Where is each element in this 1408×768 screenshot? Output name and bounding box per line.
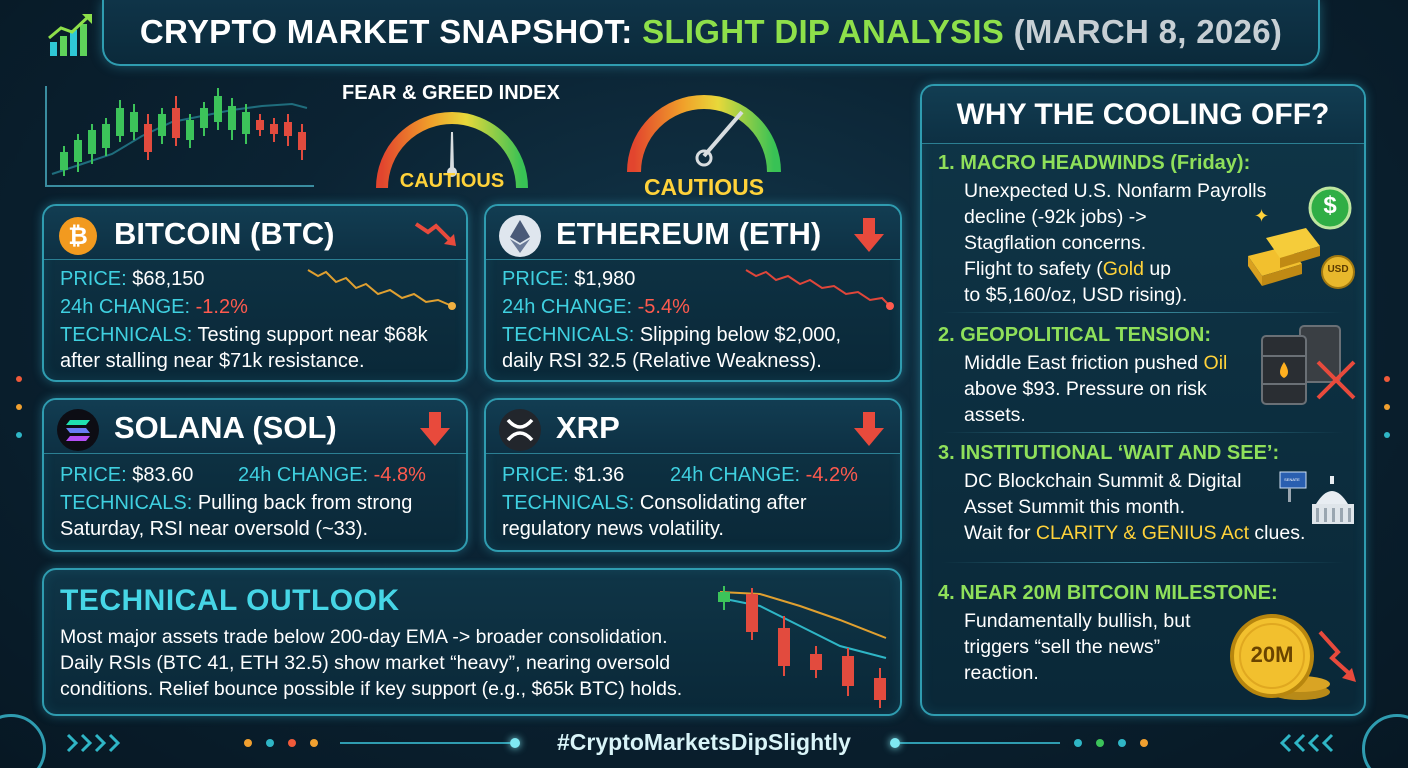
- svg-text:✦: ✦: [1254, 206, 1269, 227]
- arrow-down-icon: [852, 410, 886, 448]
- page-title: CRYPTO MARKET SNAPSHOT: SLIGHT DIP ANALY…: [102, 0, 1320, 66]
- xrp-price: $1.36: [574, 464, 625, 486]
- outlook-heading: TECHNICAL OUTLOOK: [60, 584, 400, 617]
- solana-card: SOLANA (SOL) PRICE: $83.60 24h CHANGE: -…: [42, 398, 468, 552]
- coin-20m-label: 20M: [1250, 642, 1294, 667]
- hashtag: #CryptoMarketsDipSlightly: [557, 729, 851, 755]
- bitcoin-change: -1.2%: [195, 296, 248, 318]
- bitcoin-technicals-row: TECHNICALS: Testing support near $68k: [60, 324, 428, 346]
- ethereum-icon: [498, 214, 542, 258]
- outlook-line2: Daily RSIs (BTC 41, ETH 32.5) show marke…: [60, 652, 671, 674]
- xrp-technicals-line2: regulatory news volatility.: [502, 518, 724, 540]
- title-part2: SLIGHT DIP ANALYSIS: [642, 13, 1005, 50]
- bitcoin-sparkline: [306, 264, 456, 314]
- xrp-change: -4.2%: [805, 464, 858, 486]
- ethereum-technicals-row: TECHNICALS: Slipping below $2,000,: [502, 324, 842, 346]
- trend-down-icon: [414, 220, 458, 250]
- footer-chevrons-right: [1266, 732, 1336, 754]
- outlook-line1: Most major assets trade below 200-day EM…: [60, 626, 668, 648]
- ethereum-change: -5.4%: [637, 296, 690, 318]
- gold-coin-20m-icon: [1228, 612, 1360, 704]
- title-part3: (MARCH 8, 2026): [1013, 13, 1283, 50]
- why-cooling-panel: WHY THE COOLING OFF? 1. MACRO HEADWINDS …: [920, 84, 1366, 716]
- xrp-technicals-row: TECHNICALS: Consolidating after: [502, 492, 807, 514]
- why-item2-heading: 2. GEOPOLITICAL TENSION:: [938, 324, 1211, 346]
- decorative-downtrend-chart: [710, 576, 894, 710]
- why-item1-heading: 1. MACRO HEADWINDS (Friday):: [938, 152, 1251, 174]
- svg-text:₿: ₿: [68, 222, 88, 250]
- title-part1: CRYPTO MARKET SNAPSHOT:: [139, 13, 633, 50]
- outlook-line3: conditions. Relief bounce possible if ke…: [60, 678, 683, 700]
- solana-change: -4.8%: [373, 464, 426, 486]
- senate-sign-label: SENATE: [1284, 477, 1300, 482]
- technical-outlook-card: TECHNICAL OUTLOOK Most major assets trad…: [42, 568, 902, 716]
- bitcoin-card: ₿ BITCOIN (BTC) PRICE: $68,150 24h CHANG…: [42, 204, 468, 382]
- solana-technicals-row: TECHNICALS: Pulling back from strong: [60, 492, 413, 514]
- xrp-price-row: PRICE: $1.36: [502, 464, 625, 486]
- why-item4-heading: 4. NEAR 20M BITCOIN MILESTONE:: [938, 582, 1278, 604]
- gauge-small-status: CAUTIOUS: [399, 170, 505, 192]
- solana-icon: [56, 408, 100, 452]
- corner-ring-left: [0, 714, 46, 768]
- bitcoin-icon: ₿: [58, 216, 98, 256]
- gauge-large-status: CAUTIOUS: [643, 174, 765, 200]
- bitcoin-name: BITCOIN (BTC): [114, 216, 335, 251]
- corner-ring-right: [1362, 714, 1408, 768]
- footer-chevrons-left: [64, 732, 134, 754]
- ethereum-price: $1,980: [574, 268, 636, 290]
- solana-price-row: PRICE: $83.60: [60, 464, 194, 486]
- dollar-coin-label: $: [1323, 192, 1337, 219]
- solana-name: SOLANA (SOL): [114, 410, 337, 445]
- why-title: WHY THE COOLING OFF?: [956, 98, 1330, 131]
- bitcoin-technicals-line2: after stalling near $71k resistance.: [60, 350, 365, 372]
- solana-technicals-line2: Saturday, RSI near oversold (~33).: [60, 518, 369, 540]
- decorative-candle-chart: [42, 84, 317, 190]
- solana-price: $83.60: [132, 464, 194, 486]
- fear-greed-gauge-small: [372, 104, 532, 196]
- logo-chart-icon: [46, 12, 96, 58]
- bitcoin-change-row: 24h CHANGE: -1.2%: [60, 296, 248, 318]
- fear-greed-gauge-large: [624, 86, 784, 182]
- ethereum-sparkline: [744, 266, 894, 316]
- why-item3-heading: 3. INSTITUTIONAL ‘WAIT AND SEE’:: [938, 442, 1280, 464]
- xrp-card: XRP PRICE: $1.36 24h CHANGE: -4.2% TECHN…: [484, 398, 902, 552]
- arrow-down-icon: [852, 216, 886, 254]
- solana-change-row: 24h CHANGE: -4.8%: [238, 464, 426, 486]
- gold-bars-dollar-icon: ✦: [1240, 186, 1360, 296]
- oil-barrel-icon: [1256, 322, 1360, 410]
- capitol-building-icon: [1278, 470, 1358, 528]
- bitcoin-price: $68,150: [132, 268, 205, 290]
- xrp-name: XRP: [556, 410, 620, 445]
- fear-greed-label: FEAR & GREED INDEX: [342, 82, 560, 104]
- usd-coin-label: USD: [1327, 264, 1349, 275]
- xrp-icon: [498, 408, 542, 452]
- bitcoin-price-row: PRICE: $68,150: [60, 268, 205, 290]
- xrp-change-row: 24h CHANGE: -4.2%: [670, 464, 858, 486]
- arrow-down-icon: [418, 410, 452, 448]
- ethereum-card: ETHEREUM (ETH) PRICE: $1,980 24h CHANGE:…: [484, 204, 902, 382]
- ethereum-change-row: 24h CHANGE: -5.4%: [502, 296, 690, 318]
- ethereum-price-row: PRICE: $1,980: [502, 268, 636, 290]
- ethereum-name: ETHEREUM (ETH): [556, 216, 822, 251]
- ethereum-technicals-line2: daily RSI 32.5 (Relative Weakness).: [502, 350, 822, 372]
